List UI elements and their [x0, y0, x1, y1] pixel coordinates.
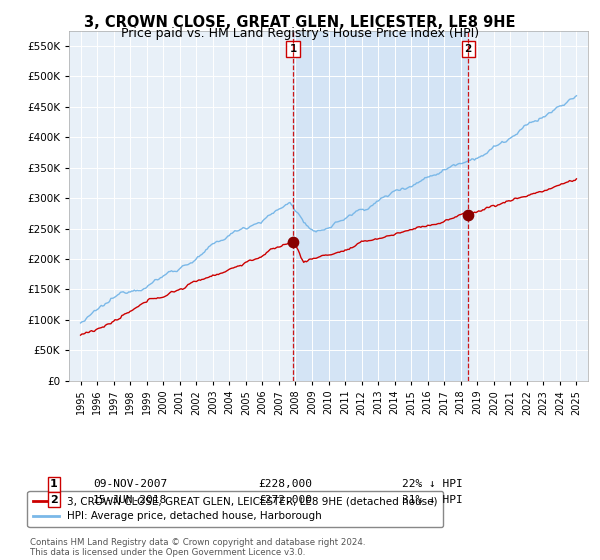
Text: £228,000: £228,000: [258, 479, 312, 489]
Text: £272,000: £272,000: [258, 494, 312, 505]
Text: 22% ↓ HPI: 22% ↓ HPI: [402, 479, 463, 489]
Point: [463, 211, 473, 220]
Text: 15-JUN-2018: 15-JUN-2018: [93, 494, 167, 505]
Text: 09-NOV-2007: 09-NOV-2007: [93, 479, 167, 489]
Text: 2: 2: [464, 44, 472, 54]
Text: Contains HM Land Registry data © Crown copyright and database right 2024.
This d: Contains HM Land Registry data © Crown c…: [30, 538, 365, 557]
Text: 31% ↓ HPI: 31% ↓ HPI: [402, 494, 463, 505]
Point: [288, 237, 298, 246]
Text: 1: 1: [50, 479, 58, 489]
Bar: [293, 31, 468, 381]
Text: Price paid vs. HM Land Registry's House Price Index (HPI): Price paid vs. HM Land Registry's House …: [121, 27, 479, 40]
Text: 2: 2: [50, 494, 58, 505]
Text: 3, CROWN CLOSE, GREAT GLEN, LEICESTER, LE8 9HE: 3, CROWN CLOSE, GREAT GLEN, LEICESTER, L…: [84, 15, 516, 30]
Text: 1: 1: [289, 44, 296, 54]
Legend: 3, CROWN CLOSE, GREAT GLEN, LEICESTER, LE8 9HE (detached house), HPI: Average pr: 3, CROWN CLOSE, GREAT GLEN, LEICESTER, L…: [28, 491, 443, 526]
